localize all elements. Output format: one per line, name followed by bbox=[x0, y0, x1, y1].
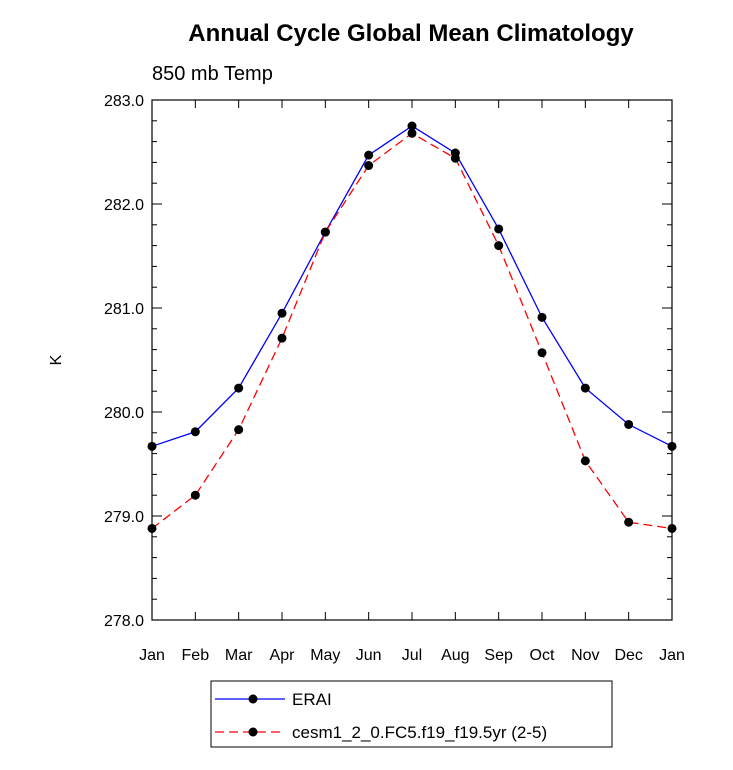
chart-title: Annual Cycle Global Mean Climatology bbox=[188, 20, 634, 47]
tick-marks bbox=[151, 99, 673, 621]
legend-marker-erai bbox=[248, 694, 258, 704]
x-tick-label: Jan bbox=[659, 647, 685, 664]
series-0-point bbox=[190, 427, 200, 437]
series-0-point bbox=[364, 150, 374, 160]
x-tick-label: Aug bbox=[441, 647, 469, 664]
y-tick-label: 279.0 bbox=[104, 509, 144, 526]
y-tick-labels: 278.0 279.0 280.0 281.0 282.0 283.0 bbox=[104, 93, 144, 630]
legend: ERAI cesm1_2_0.FC5.f19_f19.5yr (2-5) bbox=[210, 680, 613, 748]
x-tick-label: Oct bbox=[530, 647, 555, 664]
series-1-point bbox=[234, 425, 244, 435]
x-tick-label: Apr bbox=[270, 647, 296, 664]
x-tick-label: Sep bbox=[484, 647, 513, 664]
plot-frame bbox=[151, 99, 673, 621]
series-1-point bbox=[320, 227, 330, 237]
x-tick-label: May bbox=[310, 647, 340, 664]
series-1-point bbox=[364, 161, 374, 171]
series-0-point bbox=[277, 308, 287, 318]
legend-box bbox=[210, 680, 613, 748]
series-1-point bbox=[537, 348, 547, 358]
series-0-point bbox=[537, 312, 547, 322]
series-lines bbox=[151, 125, 673, 530]
series-0-point bbox=[580, 383, 590, 393]
series-0-point bbox=[624, 419, 634, 429]
series-line-1 bbox=[151, 132, 673, 530]
y-tick-label: 283.0 bbox=[104, 93, 144, 110]
y-tick-label: 280.0 bbox=[104, 405, 144, 422]
series-0-point bbox=[407, 121, 417, 131]
chart-subtitle: 850 mb Temp bbox=[152, 63, 273, 85]
legend-label-cesm: cesm1_2_0.FC5.f19_f19.5yr (2-5) bbox=[292, 723, 547, 742]
series-1-point bbox=[580, 456, 590, 466]
series-1-point bbox=[407, 128, 417, 138]
y-tick-label: 281.0 bbox=[104, 301, 144, 318]
series-1-point bbox=[624, 517, 634, 527]
x-tick-label: Nov bbox=[571, 647, 599, 664]
series-1-point bbox=[277, 333, 287, 343]
x-tick-label: Feb bbox=[182, 647, 210, 664]
series-markers bbox=[147, 121, 677, 533]
x-tick-labels: Jan Feb Mar Apr May Jun Jul Aug Sep Oct Nov Dec Jan bbox=[139, 647, 685, 664]
y-tick-label: 278.0 bbox=[104, 613, 144, 630]
x-tick-label: Jan bbox=[139, 647, 165, 664]
x-tick-label: Jul bbox=[402, 647, 422, 664]
series-line-0 bbox=[151, 125, 673, 447]
legend-marker-cesm bbox=[248, 727, 258, 737]
x-tick-label: Jun bbox=[356, 647, 382, 664]
series-1-point bbox=[494, 241, 504, 251]
x-tick-label: Dec bbox=[614, 647, 642, 664]
series-0-point bbox=[234, 383, 244, 393]
x-tick-label: Mar bbox=[225, 647, 253, 664]
y-axis-label: K bbox=[48, 354, 65, 365]
series-1-point bbox=[190, 490, 200, 500]
series-1-point bbox=[450, 153, 460, 163]
y-tick-label: 282.0 bbox=[104, 197, 144, 214]
series-0-point bbox=[494, 224, 504, 234]
legend-label-erai: ERAI bbox=[292, 690, 332, 709]
